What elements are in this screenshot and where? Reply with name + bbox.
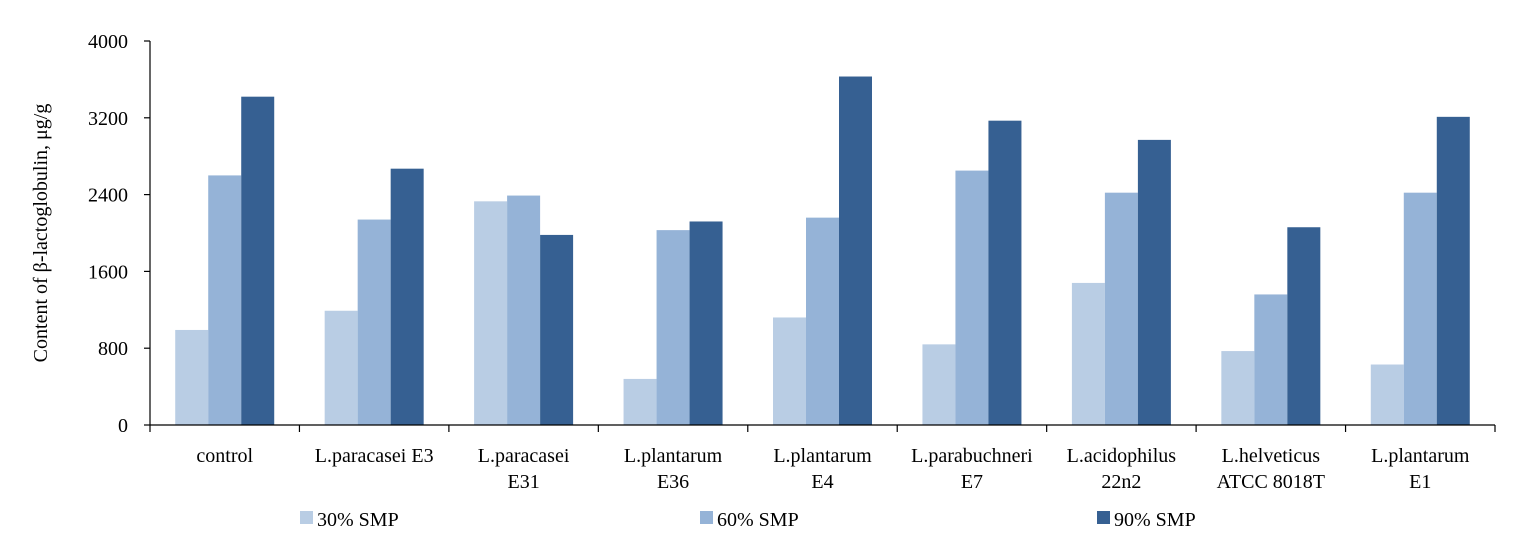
bar-1-9 [1370, 364, 1404, 425]
bar-3-1 [241, 96, 275, 426]
bar-2-8 [1254, 294, 1288, 425]
x-tick-label: L.plantarum E4 [773, 445, 872, 493]
x-tick-label: L.plantarum E36 [624, 445, 723, 493]
x-tick-label: L.plantarum E1 [1371, 445, 1470, 493]
legend-label: 30% SMP [317, 509, 399, 531]
y-tick-labels: 0 800 1600 2400 3200 4000 [88, 31, 150, 437]
x-tick-label: L.acidophilus 22n2 [1067, 445, 1177, 493]
bar-1-3 [474, 201, 508, 425]
bar-1-4 [623, 378, 657, 425]
legend: 30% SMP 60% SMP 90% SMP [300, 509, 1196, 531]
x-tick-label: L.paracasei E3 [315, 445, 434, 467]
bar-1-2 [324, 310, 358, 425]
x-tick-label: L.parabuchneri E7 [911, 445, 1033, 493]
legend-label: 60% SMP [717, 509, 799, 531]
y-tick-label: 4000 [88, 31, 128, 53]
bar-3-3 [540, 234, 574, 425]
bar-3-8 [1287, 227, 1321, 425]
bar-2-7 [1104, 192, 1138, 425]
bar-1-1 [175, 329, 209, 425]
bar-3-4 [689, 221, 723, 425]
bar-3-9 [1436, 116, 1470, 425]
y-axis-label: Content of β-lactoglobulin, μg/g [30, 104, 52, 363]
y-axis-label-group: Content of β-lactoglobulin, μg/g [30, 104, 52, 363]
x-tick-label: control [196, 445, 253, 467]
x-tick-labels: control L.paracasei E3 L.paracasei E31 L.pla… [196, 445, 1469, 493]
legend-swatch [700, 511, 713, 524]
bar-2-2 [357, 219, 391, 425]
bar-2-5 [806, 217, 839, 425]
bar-1-7 [1071, 282, 1105, 425]
y-tick-label: 1600 [88, 261, 128, 283]
x-tick-label: L.paracasei E31 [478, 445, 570, 493]
bar-2-1 [208, 175, 242, 425]
bar-2-4 [656, 230, 690, 425]
legend-swatch [1097, 511, 1110, 524]
y-tick-label: 0 [118, 415, 128, 437]
bar-1-8 [1221, 351, 1255, 425]
x-tick-label: L.helveticus ATCC 8018T [1217, 445, 1325, 493]
bar-3-7 [1137, 139, 1171, 425]
axes [149, 41, 1496, 432]
bar-2-3 [507, 195, 541, 425]
bar-3-5 [839, 76, 872, 426]
y-tick-label: 800 [98, 338, 128, 360]
bar-2-9 [1403, 192, 1437, 425]
bar-1-6 [922, 344, 956, 425]
bar-2-6 [955, 170, 989, 425]
bar-3-6 [988, 120, 1022, 426]
legend-label: 90% SMP [1114, 509, 1196, 531]
bar-1-5 [773, 317, 806, 425]
legend-swatch [300, 511, 313, 524]
bars [175, 76, 1470, 426]
y-tick-label: 3200 [88, 108, 128, 130]
bar-3-2 [390, 168, 424, 425]
y-tick-label: 2400 [88, 185, 128, 207]
